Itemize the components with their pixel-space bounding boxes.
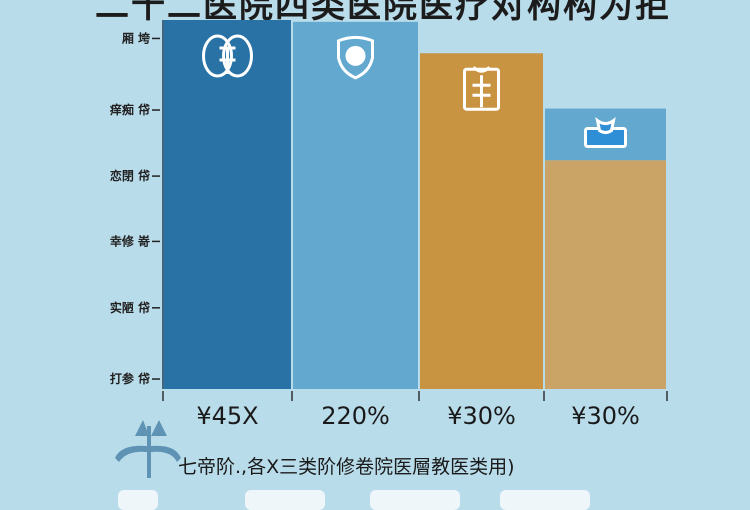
bottom-card	[118, 490, 158, 510]
lungs-icon	[202, 34, 253, 78]
shield-icon	[337, 35, 374, 80]
y-tick-label: 恋閉 帒	[110, 168, 150, 183]
bar	[293, 21, 418, 389]
y-tick-label: 痒痴 帒	[110, 102, 150, 117]
x-tick-label: ¥30%	[447, 402, 516, 430]
doctor-icon	[584, 117, 627, 149]
x-tick-label: ¥30%	[571, 402, 640, 430]
bottom-card	[500, 490, 590, 510]
y-tick-label: 幸修 嵜	[110, 233, 150, 248]
medical-device-icon	[463, 66, 500, 111]
bar	[545, 160, 666, 389]
y-tick-label: 厢 垮	[122, 30, 150, 45]
y-tick-label: 打参 帒	[110, 371, 150, 386]
logo-icon	[113, 418, 183, 478]
bottom-card	[370, 490, 460, 510]
y-tick-label: 实陋 帒	[110, 300, 150, 315]
x-tick-label: ¥45X	[196, 402, 258, 430]
x-tick-label: 220%	[321, 402, 390, 430]
bottom-card	[245, 490, 325, 510]
footnote: 七帝阶.,各X三类阶修卷院医層教医类用)	[178, 456, 515, 478]
bar	[164, 20, 291, 389]
